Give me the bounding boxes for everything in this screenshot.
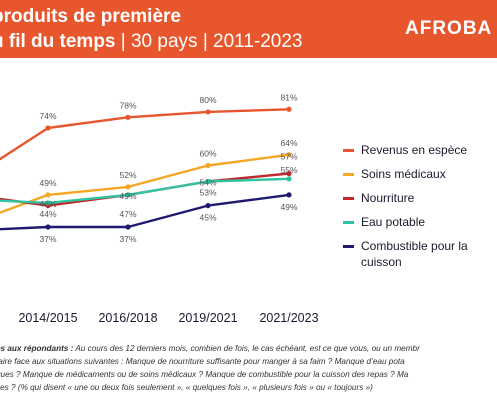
legend-label: Revenus en espèce <box>361 143 468 157</box>
footnote-line1: es aux répondants : Au cours des 12 dern… <box>0 344 420 353</box>
data-label: 80% <box>199 95 216 105</box>
data-point <box>205 178 211 185</box>
legend-swatch <box>343 221 354 224</box>
x-tick-label: 2014/2015 <box>18 311 77 325</box>
legend-label: Soins médicaux <box>361 167 446 181</box>
data-label: 45% <box>199 213 216 223</box>
data-point <box>286 106 292 112</box>
chart-legend: Revenus en espèce Soins médicaux Nourritur… <box>343 142 497 278</box>
x-tick-label: 2019/2021 <box>178 311 237 325</box>
x-tick-label: 2021/2023 <box>259 311 318 325</box>
data-point <box>45 192 51 198</box>
data-label: 47% <box>119 209 136 219</box>
chart-title-line1: produits de première <box>0 6 181 27</box>
data-point <box>205 162 211 169</box>
data-label: 37% <box>119 234 136 244</box>
legend-swatch <box>343 149 354 152</box>
data-label: 44% <box>39 209 56 219</box>
data-label: 54% <box>199 178 216 188</box>
line-chart: 2011/20132014/20152016/20182019/20212021… <box>0 92 319 325</box>
data-point <box>286 152 292 158</box>
data-label: 60% <box>199 148 216 158</box>
legend-label: Nourriture <box>361 191 415 205</box>
legend-label: Combustible pour la cuisson <box>361 239 468 269</box>
data-label: 37% <box>39 234 56 244</box>
data-point <box>286 192 292 198</box>
data-point <box>286 170 292 177</box>
legend-item: Revenus en espèce <box>343 142 497 158</box>
legend-swatch <box>343 197 354 200</box>
data-label: 57% <box>280 151 297 161</box>
data-point <box>125 192 131 198</box>
footnote: es aux répondants : Au cours des 12 dern… <box>0 342 497 394</box>
afrobarometer-logo: AFROBA <box>405 18 493 39</box>
data-label: 46% <box>39 199 56 209</box>
legend-item: Combustible pour la cuisson <box>343 238 497 270</box>
legend-label: Eau potable <box>361 215 426 229</box>
data-point <box>205 202 211 209</box>
data-label: 49% <box>39 178 56 188</box>
chart-title-line2: u fil du temps | 30 pays | 2011-2023 <box>0 31 303 52</box>
data-point <box>125 184 131 190</box>
data-label: 81% <box>280 92 297 102</box>
footnote-line3: ques ? Manque de médicaments ou de soins… <box>0 370 409 379</box>
data-point <box>45 125 51 131</box>
legend-item: Eau potable <box>343 214 497 230</box>
legend-item: Nourriture <box>343 190 497 206</box>
data-point <box>125 224 131 230</box>
footnote-line4: ces ? (% qui disent « une ou deux fois s… <box>0 383 373 392</box>
footnote-line2: faire face aux situations suivantes : Ma… <box>0 357 405 366</box>
data-point <box>45 224 51 230</box>
data-point <box>125 114 131 120</box>
data-point <box>45 200 51 206</box>
x-tick-label: 2016/2018 <box>98 311 157 325</box>
data-label: 64% <box>280 138 297 148</box>
data-label: 78% <box>119 100 136 110</box>
data-label: 52% <box>119 170 136 180</box>
title-banner: produits de première u fil du temps | 30… <box>0 0 497 58</box>
data-label: 74% <box>39 111 56 121</box>
legend-swatch <box>343 173 354 176</box>
data-label: 53% <box>199 188 216 198</box>
data-point <box>286 176 292 182</box>
data-label: 49% <box>119 191 136 201</box>
legend-item: Soins médicaux <box>343 166 497 182</box>
legend-swatch <box>343 245 354 248</box>
data-point <box>205 109 211 115</box>
data-label: 49% <box>280 202 297 212</box>
data-label: 55% <box>280 165 297 175</box>
